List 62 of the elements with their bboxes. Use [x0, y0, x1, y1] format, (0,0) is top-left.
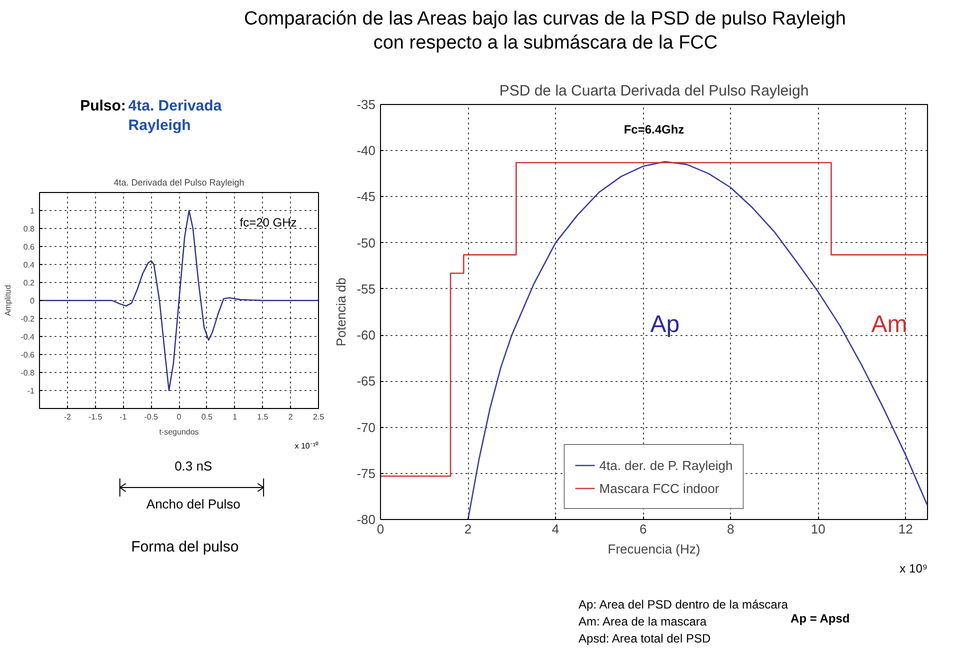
x-axis-title: Frecuencia (Hz)	[608, 542, 700, 556]
annotation: Ap	[650, 310, 680, 338]
y-tick-label: 0.2	[23, 278, 36, 288]
y-tick-label: 0.6	[23, 242, 36, 252]
legend-label: Mascara FCC indoor	[599, 480, 720, 496]
y-tick-label: -75	[356, 466, 376, 481]
annotation: Am	[871, 310, 908, 338]
text: Apsd: Area total del PSD	[578, 632, 711, 646]
text: x 10⁻¹⁰	[294, 442, 319, 450]
y-tick-label: -80	[356, 512, 376, 527]
text: 4ta. Derivada Rayleigh	[128, 98, 222, 134]
y-tick-label: 0.4	[23, 260, 36, 270]
y-tick-label: -60	[356, 328, 376, 343]
y-tick-label: -40	[356, 143, 376, 158]
y-tick-label: -35	[356, 97, 376, 112]
chart-title: PSD de la Cuarta Derivada del Pulso Rayleigh	[499, 82, 809, 100]
y-tick-label: -1	[27, 386, 36, 396]
chart-title: 4ta. Derivada del Pulso Rayleigh	[114, 178, 244, 188]
text: Am: Area de la mascara	[578, 614, 707, 628]
text: Ap: Area del PSD dentro de la máscara	[578, 598, 788, 612]
x-tick-label: -1.5	[88, 412, 103, 422]
x-tick-label: 2	[464, 522, 472, 536]
x-tick-label: 2	[288, 412, 294, 422]
text: x 10⁹	[900, 562, 928, 576]
text: Ancho del Pulso	[146, 496, 240, 512]
y-axis-title: Potencia db	[334, 278, 349, 346]
y-tick-label: -0.6	[20, 350, 36, 360]
annotation: fc=20 GHz	[240, 216, 297, 230]
x-tick-label: 1	[232, 412, 238, 422]
x-tick-label: 12	[898, 522, 913, 536]
y-tick-label: -0.8	[20, 368, 36, 378]
y-tick-label: -45	[356, 189, 376, 204]
text: Comparación de las Areas bajo las curvas de la PSD de pulso Rayleigh con respecto a la submáscara de la FCC	[244, 8, 846, 54]
annotation: Fc=6.4Ghz	[624, 122, 684, 136]
x-tick-label: 10	[810, 522, 826, 536]
text: Forma del pulso	[131, 538, 239, 556]
legend-label: 4ta. der. de P. Rayleigh	[599, 458, 733, 472]
text: 0.3 nS	[174, 458, 212, 474]
y-tick-label: -50	[356, 235, 376, 250]
y-tick-label: -65	[356, 374, 376, 389]
x-axis-title: t-segundos	[159, 428, 199, 436]
x-tick-label: 0	[176, 412, 182, 422]
text: Ap = Apsd	[790, 612, 850, 626]
y-axis-title: Amplitud	[4, 284, 13, 316]
x-tick-label: 0.5	[201, 412, 214, 422]
y-tick-label: 0	[30, 296, 36, 306]
text: Pulso:	[80, 98, 126, 114]
line-series	[467, 161, 928, 520]
x-tick-label: 2.5	[312, 412, 325, 422]
x-tick-label: -1	[120, 412, 128, 422]
y-tick-label: 1	[30, 206, 36, 216]
x-tick-label: 6	[639, 522, 647, 536]
x-tick-label: 4	[552, 522, 560, 536]
y-tick-label: -55	[356, 281, 376, 296]
x-tick-label: -0.5	[144, 412, 159, 422]
x-tick-label: -2	[64, 412, 72, 422]
x-tick-label: 8	[726, 522, 734, 536]
y-tick-label: -0.2	[20, 314, 36, 324]
y-tick-label: 0.8	[23, 224, 36, 234]
y-tick-label: -70	[356, 420, 376, 435]
x-tick-label: 1.5	[257, 412, 269, 422]
y-tick-label: -0.4	[20, 332, 36, 342]
